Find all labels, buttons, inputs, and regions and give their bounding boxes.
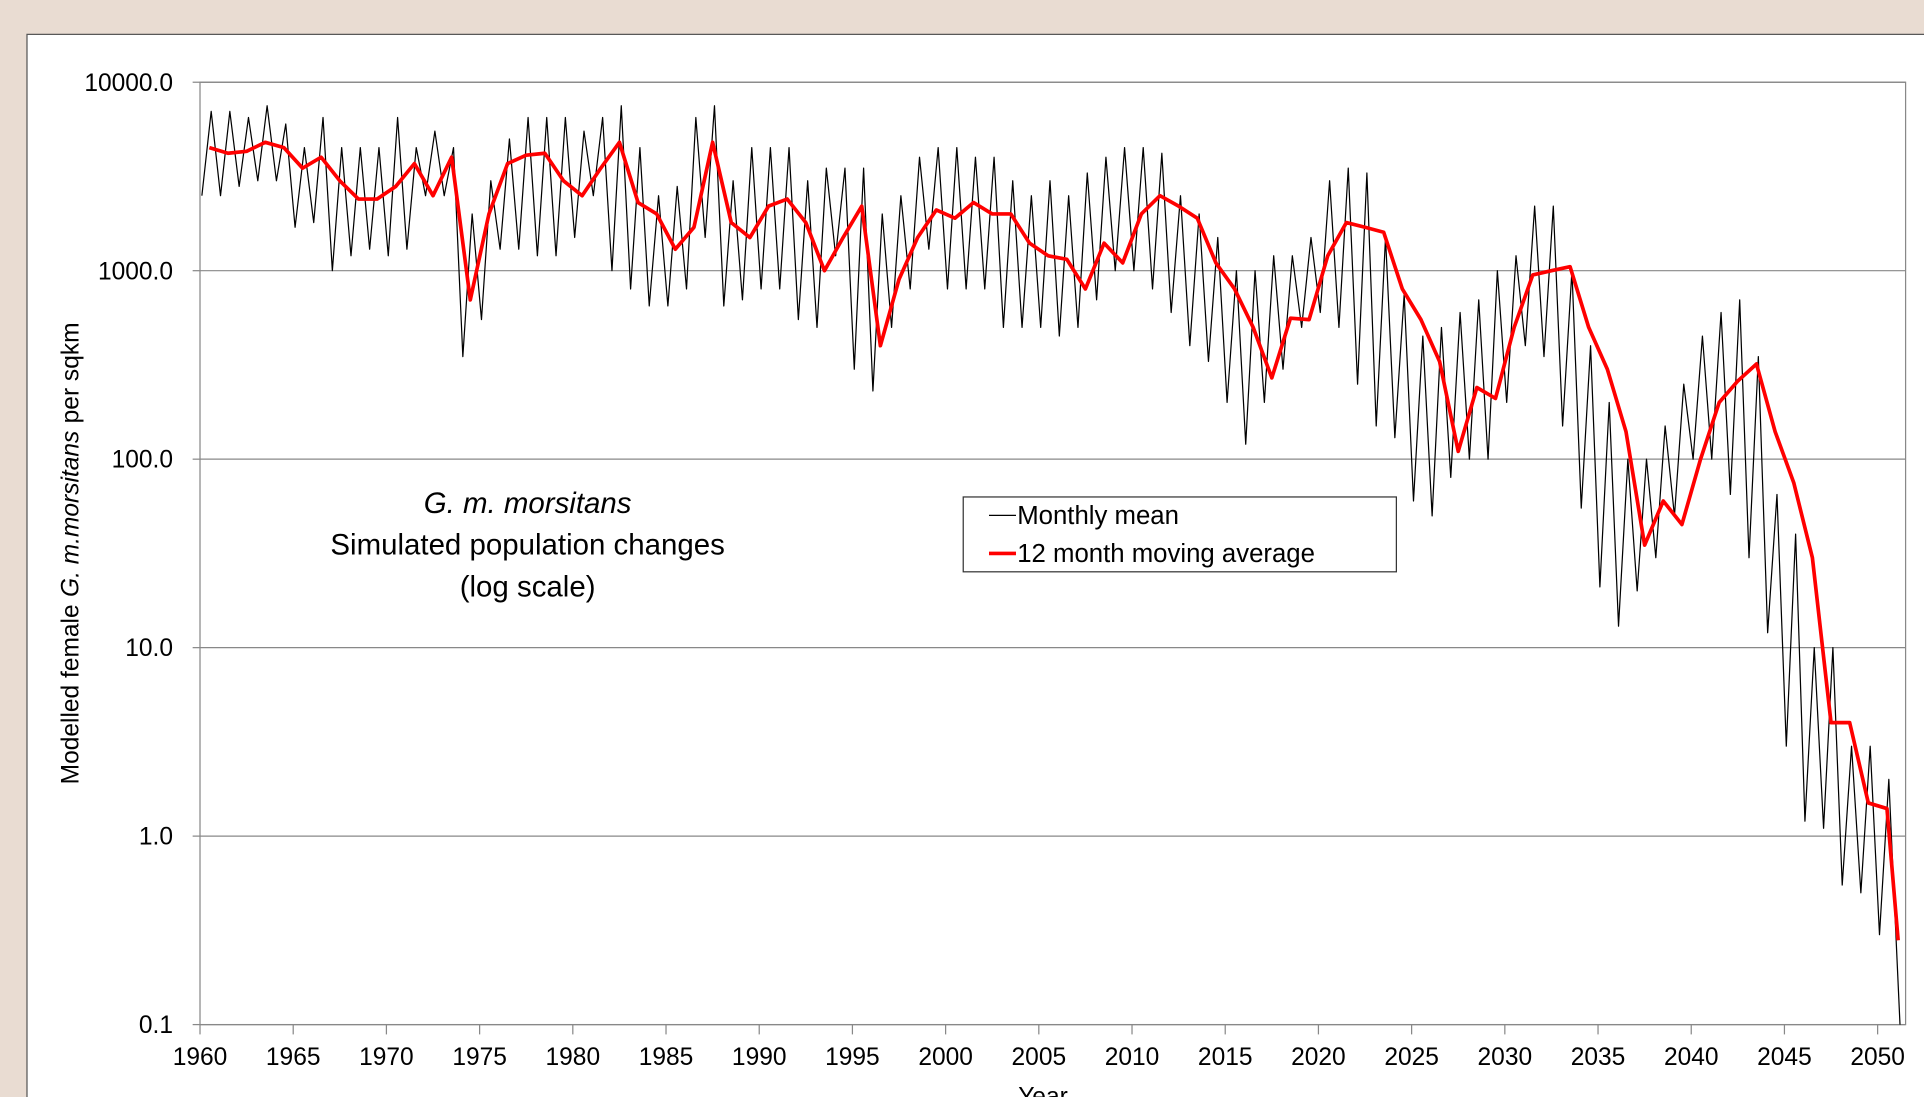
y-label-part: Modelled female (58, 604, 85, 784)
y-tick-label: 1000.0 (98, 258, 173, 285)
y-label-part: per sqkm (58, 322, 85, 423)
y-tick-label: 1.0 (139, 824, 173, 851)
x-axis-label: Year (1018, 1083, 1068, 1097)
y-tick-label: 100.0 (112, 447, 173, 474)
x-tick-label: 1965 (266, 1044, 321, 1071)
legend-label: Monthly mean (1017, 502, 1179, 530)
x-tick-label: 2035 (1571, 1044, 1626, 1071)
y-axis-label: Modelled female G. m.morsitans per sqkm (58, 322, 85, 784)
x-tick-label: 1970 (359, 1044, 414, 1071)
x-tick-label: 1980 (546, 1044, 601, 1071)
x-tick-label: 2040 (1664, 1044, 1719, 1071)
y-tick-label: 0.1 (139, 1012, 173, 1039)
legend-box (962, 496, 1397, 573)
x-tick-label: 2045 (1757, 1044, 1812, 1071)
series-line (208, 140, 1900, 941)
title-line: (log scale) (460, 570, 596, 603)
x-tick-label: 2030 (1478, 1044, 1533, 1071)
x-tick-label: 1975 (452, 1044, 507, 1071)
x-tick-label: 2050 (1850, 1044, 1905, 1071)
legend-label: 12 month moving average (1017, 540, 1315, 568)
x-tick-label: 2000 (918, 1044, 973, 1071)
y-tick-label: 10.0 (125, 635, 173, 662)
x-tick-label: 2015 (1198, 1044, 1253, 1071)
x-tick-label: 2020 (1291, 1044, 1346, 1071)
x-tick-label: 1990 (732, 1044, 787, 1071)
series-line (201, 105, 1901, 1025)
x-tick-label: 2005 (1012, 1044, 1067, 1071)
x-tick-label: 1995 (825, 1044, 880, 1071)
plot-area (199, 81, 1907, 1026)
x-tick-label: 2025 (1384, 1044, 1439, 1071)
legend: Monthly mean 12 month moving average (962, 496, 1397, 573)
x-tick-label: 1985 (639, 1044, 694, 1071)
x-tick-label: 1960 (173, 1044, 228, 1071)
title-line: G. m. morsitans (424, 487, 632, 520)
y-label-part: G. m.morsitans (58, 431, 85, 597)
title-line: Simulated population changes (330, 529, 724, 562)
title: G. m. morsitans Simulated population cha… (330, 487, 724, 603)
y-tick-label: 10000.0 (84, 70, 173, 97)
x-tick-label: 2010 (1105, 1044, 1160, 1071)
